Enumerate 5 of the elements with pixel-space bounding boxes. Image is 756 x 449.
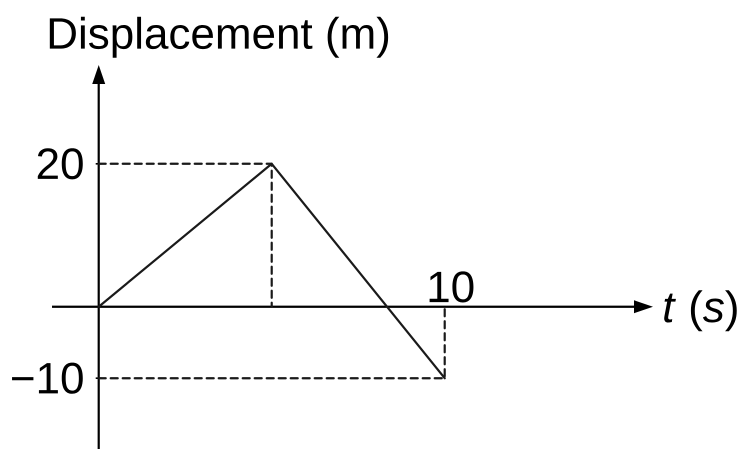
- y-axis-title: Displacement (m): [50, 16, 388, 58]
- x-tick-label: 10: [430, 271, 474, 303]
- x-axis-title: t (s): [664, 290, 737, 332]
- y-tick-label: −10: [12, 362, 83, 394]
- y-tick-label: 20: [38, 148, 83, 180]
